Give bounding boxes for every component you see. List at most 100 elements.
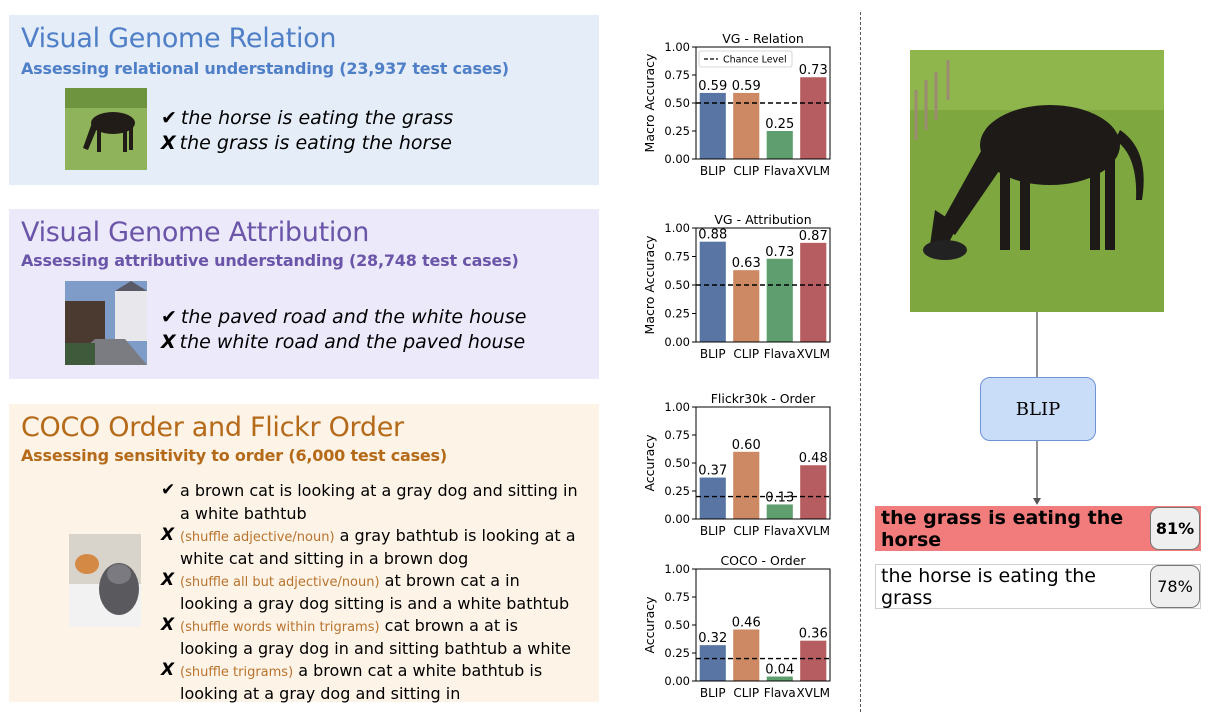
bar-value-label: 0.04 [765, 663, 794, 678]
bar-value-label: 0.25 [765, 117, 794, 132]
model-box: BLIP [980, 377, 1096, 441]
horse-thumbnail [65, 88, 147, 170]
bar-xvlm [800, 465, 827, 519]
y-tick-label: 0.75 [664, 68, 690, 82]
bar-value-label: 0.36 [799, 627, 828, 642]
bar-value-label: 0.32 [698, 631, 727, 646]
y-axis-label: Accuracy [642, 596, 657, 654]
attribution-title: Visual Genome Attribution [21, 217, 370, 248]
bar-value-label: 0.73 [799, 63, 828, 78]
x-tick-label: Flava [764, 524, 796, 538]
chart-title: Flickr30k - Order [711, 391, 816, 406]
x-tick-label: CLIP [733, 686, 759, 700]
pipeline-arrows [1033, 312, 1041, 505]
x-tick-label: BLIP [700, 524, 726, 538]
bar-xvlm [800, 77, 827, 159]
y-axis-label: Macro Accuracy [642, 53, 657, 152]
relation-title: Visual Genome Relation [21, 23, 337, 54]
bar-value-label: 0.73 [765, 245, 794, 260]
list-item: X (shuffle words within trigrams) cat br… [161, 615, 572, 658]
x-tick-label: Flava [764, 164, 796, 178]
x-tick-label: XVLM [797, 164, 830, 178]
legend-box [698, 50, 793, 68]
bar-clip [733, 451, 760, 519]
cross-icon: X [161, 570, 175, 590]
y-tick-label: 0.50 [664, 278, 690, 292]
bar-flava [766, 131, 793, 159]
y-tick-label: 1.00 [664, 562, 690, 576]
x-tick-label: CLIP [733, 347, 759, 361]
chart-title: COCO - Order [720, 553, 806, 568]
x-tick-label: XVLM [797, 524, 830, 538]
check-icon: ✔ [161, 306, 177, 328]
check-icon: ✔ [161, 107, 177, 129]
bar-clip [733, 629, 760, 681]
x-tick-label: Flava [764, 686, 796, 700]
chart-title: VG - Attribution [714, 212, 811, 227]
result-text: the horse is eating the grass [881, 564, 1096, 609]
x-tick-label: BLIP [700, 347, 726, 361]
x-tick-label: XVLM [797, 686, 830, 700]
bar-flava [766, 504, 793, 519]
horse-photo [910, 50, 1164, 312]
bar-value-label: 0.60 [732, 438, 761, 453]
y-tick-label: 1.00 [664, 221, 690, 235]
y-tick-label: 0.50 [664, 618, 690, 632]
divider [860, 12, 861, 712]
y-tick-label: 0.75 [664, 428, 690, 442]
bar-charts: VG - Relation 0.59 BLIP 0.59 CLIP 0.25 Flava 0.… [642, 31, 831, 700]
bar-value-label: 0.63 [732, 256, 761, 271]
x-tick-label: XVLM [797, 347, 830, 361]
panel-vg-attribution: Visual Genome Attribution Assessing attr… [9, 209, 599, 379]
bar-value-label: 0.87 [799, 229, 828, 244]
y-tick-label: 0.50 [664, 456, 690, 470]
y-tick-label: 1.00 [664, 400, 690, 414]
relation-subtitle: Assessing relational understanding (23,9… [21, 59, 509, 78]
cross-icon: X [161, 132, 176, 154]
bar-value-label: 0.37 [698, 464, 727, 479]
result-text: the grass is eating the horse [881, 506, 1124, 551]
order-subtitle: Assessing sensitivity to order (6,000 te… [21, 446, 447, 465]
bar-blip [699, 241, 726, 342]
list-item: X (shuffle trigrams) a brown cat a white… [161, 660, 543, 703]
cat-dog-thumbnail [69, 534, 141, 627]
list-item: ✔ a brown cat is looking at a gray dog a… [161, 480, 578, 523]
y-tick-label: 0.25 [664, 646, 690, 660]
panel-vg-relation: Visual Genome Relation Assessing relatio… [9, 15, 599, 185]
bar-blip [699, 477, 726, 519]
list-item: X (shuffle adjective/noun) a gray bathtu… [161, 525, 576, 568]
y-tick-label: 0.00 [664, 152, 690, 166]
result-row-bottom: the horse is eating the grass 78% [875, 564, 1201, 609]
cross-icon: X [161, 660, 175, 680]
result-score: 78% [1150, 565, 1200, 608]
y-tick-label: 0.50 [664, 96, 690, 110]
bar-value-label: 0.13 [765, 490, 794, 505]
check-icon: ✔ [161, 480, 176, 500]
y-tick-label: 0.75 [664, 250, 690, 264]
y-tick-label: 1.00 [664, 40, 690, 54]
legend-label: Chance Level [723, 55, 787, 66]
relation-correct-caption: ✔ the horse is eating the grass [161, 107, 454, 129]
y-tick-label: 0.00 [664, 512, 690, 526]
x-tick-label: BLIP [700, 686, 726, 700]
cross-icon: X [161, 615, 175, 635]
cross-icon: X [161, 331, 176, 353]
bar-clip [733, 270, 760, 342]
bar-value-label: 0.88 [698, 228, 727, 243]
x-tick-label: CLIP [733, 524, 759, 538]
panel-coco-flickr-order: COCO Order and Flickr Order Assessing se… [9, 404, 599, 703]
bar-flava [766, 676, 793, 681]
bar-xvlm [800, 640, 827, 681]
x-tick-label: BLIP [700, 164, 726, 178]
bar-xvlm [800, 242, 827, 342]
bar-flava [766, 258, 793, 342]
cross-icon: X [161, 525, 175, 545]
x-tick-label: Flava [764, 347, 796, 361]
x-tick-label: CLIP [733, 164, 759, 178]
y-tick-label: 0.25 [664, 307, 690, 321]
y-axis-label: Macro Accuracy [642, 235, 657, 334]
order-title: COCO Order and Flickr Order [21, 412, 404, 443]
list-item: X (shuffle all but adjective/noun) at br… [161, 570, 570, 613]
